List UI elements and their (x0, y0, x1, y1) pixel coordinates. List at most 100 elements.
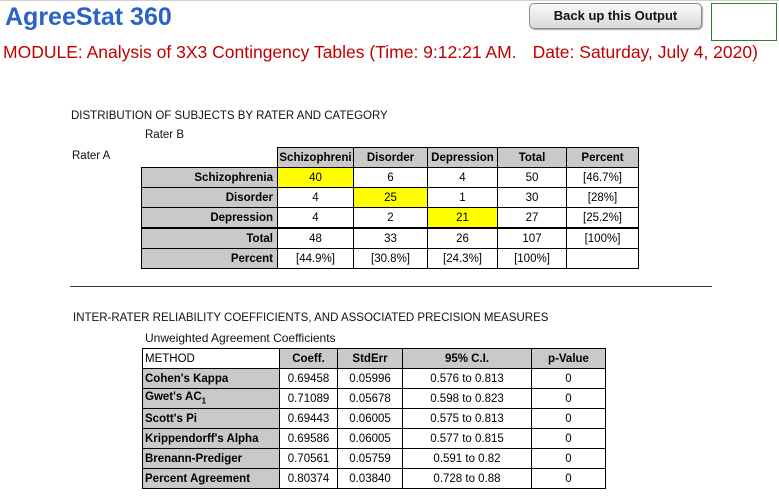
row-header-depression: Depression (141, 207, 278, 229)
row-header-schizophrenia: Schizophrenia (141, 167, 278, 188)
table-cell: 1 (427, 187, 498, 208)
reliability-heading: INTER-RATER RELIABILITY COEFFICIENTS, AN… (73, 312, 549, 324)
pvalue: 0 (531, 448, 606, 469)
stderr-value: 0.05996 (337, 368, 403, 389)
method-name: Brenann-Prediger (142, 448, 280, 469)
stderr-value: 0.05759 (337, 448, 403, 469)
table-cell: 107 (497, 227, 567, 249)
stderr-value: 0.03840 (337, 468, 403, 489)
table-cell: 50 (497, 167, 567, 188)
coeff-value: 0.69458 (279, 368, 338, 389)
stderr-value: 0.05678 (337, 388, 403, 409)
table-row: Percent [44.9%] [30.8%] [24.3%] [100%] (141, 248, 639, 269)
coeff-value: 0.69586 (279, 428, 338, 449)
ci-value: 0.598 to 0.823 (402, 388, 532, 409)
reliability-header-row: METHOD Coeff. StdErr 95% C.I. p-Value (142, 348, 606, 369)
table-row: Scott's Pi 0.69443 0.06005 0.575 to 0.81… (142, 408, 606, 429)
top-border (0, 0, 779, 1)
row-header-total: Total (141, 227, 278, 249)
table-cell: 4 (277, 187, 354, 208)
pvalue: 0 (531, 368, 606, 389)
module-description: MODULE: Analysis of 3X3 Contingency Tabl… (3, 42, 517, 62)
module-date: Date: Saturday, July 4, 2020) (532, 42, 758, 62)
col-header-method: METHOD (142, 348, 280, 369)
table-row: Brenann-Prediger 0.70561 0.05759 0.591 t… (142, 448, 606, 469)
coeff-value: 0.69443 (279, 408, 338, 429)
table-cell: [100%] (497, 248, 567, 269)
backup-output-button[interactable]: Back up this Output (529, 3, 702, 29)
table-cell: 40 (277, 167, 354, 188)
method-name-cell: Gwet's AC1 (142, 388, 280, 409)
table-cell: 25 (353, 187, 428, 208)
method-name: Scott's Pi (142, 408, 280, 429)
table-cell (566, 248, 639, 269)
pvalue: 0 (531, 428, 606, 449)
row-header-percent: Percent (141, 248, 278, 269)
pvalue: 0 (531, 408, 606, 429)
table-cell: [30.8%] (353, 248, 428, 269)
reliability-subheading: Unweighted Agreement Coefficients (145, 331, 336, 345)
table-cell: 2 (353, 207, 428, 229)
table-cell: 33 (353, 227, 428, 249)
table-cell: 21 (427, 207, 498, 229)
ci-value: 0.575 to 0.813 (402, 408, 532, 429)
col-header-disorder: Disorder (353, 147, 428, 168)
coeff-value: 0.80374 (279, 468, 338, 489)
table-cell: 30 (497, 187, 567, 208)
method-name: Percent Agreement (142, 468, 280, 489)
stderr-value: 0.06005 (337, 408, 403, 429)
col-header-stderr: StdErr (337, 348, 403, 369)
section-divider (70, 286, 712, 287)
ci-value: 0.591 to 0.82 (402, 448, 532, 469)
row-header-disorder: Disorder (141, 187, 278, 208)
table-cell: [28%] (566, 187, 639, 208)
col-header-percent: Percent (566, 147, 639, 168)
selected-cell-box[interactable] (711, 3, 777, 41)
table-cell: 6 (353, 167, 428, 188)
distribution-heading: DISTRIBUTION OF SUBJECTS BY RATER AND CA… (71, 110, 388, 122)
coeff-value: 0.70561 (279, 448, 338, 469)
table-row: Gwet's AC1 0.71089 0.05678 0.598 to 0.82… (142, 388, 606, 409)
contingency-header-row: Schizophreni Disorder Depression Total P… (141, 147, 639, 168)
contingency-table: Schizophreni Disorder Depression Total P… (141, 147, 639, 269)
ci-value: 0.728 to 0.88 (402, 468, 532, 489)
pvalue: 0 (531, 468, 606, 489)
method-subscript: 1 (201, 396, 207, 406)
col-header-ci: 95% C.I. (402, 348, 532, 369)
table-row: Depression 4 2 21 27 [25.2%] (141, 207, 639, 229)
table-row: Cohen's Kappa 0.69458 0.05996 0.576 to 0… (142, 368, 606, 389)
table-cell: 4 (427, 167, 498, 188)
rater-b-label: Rater B (145, 129, 184, 141)
table-cell: [24.3%] (427, 248, 498, 269)
table-row: Schizophrenia 40 6 4 50 [46.7%] (141, 167, 639, 188)
col-header-coeff: Coeff. (279, 348, 338, 369)
col-header-depression: Depression (427, 147, 498, 168)
method-name: Cohen's Kappa (142, 368, 280, 389)
table-cell: 4 (277, 207, 354, 229)
table-cell: 27 (497, 207, 567, 229)
corner-cell (141, 147, 278, 168)
table-cell: 26 (427, 227, 498, 249)
app-title: AgreeStat 360 (5, 3, 172, 31)
pvalue: 0 (531, 388, 606, 409)
col-header-total: Total (497, 147, 567, 168)
table-cell: [46.7%] (566, 167, 639, 188)
table-row: Disorder 4 25 1 30 [28%] (141, 187, 639, 208)
table-row: Total 48 33 26 107 [100%] (141, 227, 639, 249)
ci-value: 0.577 to 0.815 (402, 428, 532, 449)
table-cell: [100%] (566, 227, 639, 249)
stderr-value: 0.06005 (337, 428, 403, 449)
table-cell: 48 (277, 227, 354, 249)
reliability-table: METHOD Coeff. StdErr 95% C.I. p-Value Co… (142, 348, 606, 489)
rater-a-label: Rater A (72, 150, 111, 162)
ci-value: 0.576 to 0.813 (402, 368, 532, 389)
method-name: Gwet's AC (145, 391, 202, 404)
table-row: Krippendorff's Alpha 0.69586 0.06005 0.5… (142, 428, 606, 449)
col-header-pvalue: p-Value (531, 348, 606, 369)
table-row: Percent Agreement 0.80374 0.03840 0.728 … (142, 468, 606, 489)
coeff-value: 0.71089 (279, 388, 338, 409)
method-name: Krippendorff's Alpha (142, 428, 280, 449)
table-cell: [44.9%] (277, 248, 354, 269)
col-header-schizophrenia: Schizophreni (277, 147, 354, 168)
table-cell: [25.2%] (566, 207, 639, 229)
